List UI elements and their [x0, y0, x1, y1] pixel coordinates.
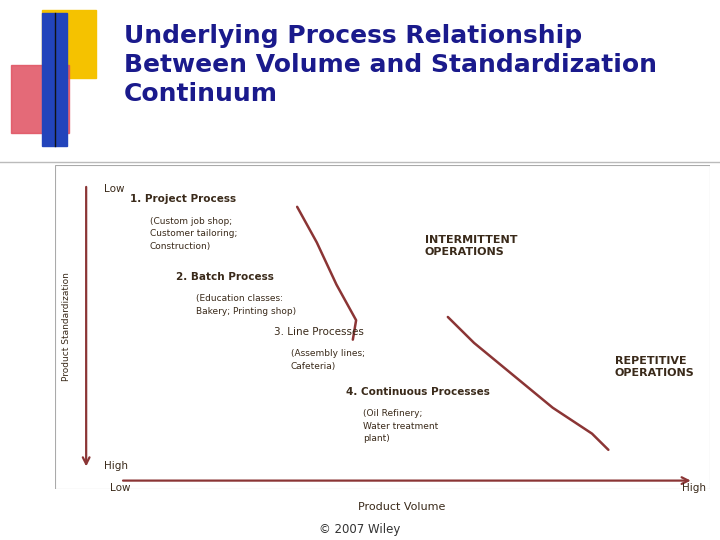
Text: Product Volume: Product Volume: [359, 502, 446, 512]
Text: (Custom job shop;
Customer tailoring;
Construction): (Custom job shop; Customer tailoring; Co…: [150, 217, 237, 251]
Text: 3. Line Processes: 3. Line Processes: [274, 327, 364, 337]
Text: (Oil Refinery;
Water treatment
plant): (Oil Refinery; Water treatment plant): [363, 409, 438, 443]
Text: (Assembly lines;
Cafeteria): (Assembly lines; Cafeteria): [291, 349, 364, 371]
Text: High: High: [682, 483, 706, 493]
Text: 4. Continuous Processes: 4. Continuous Processes: [346, 387, 490, 397]
Bar: [42, 10, 96, 78]
Text: High: High: [104, 461, 128, 471]
Text: INTERMITTENT
OPERATIONS: INTERMITTENT OPERATIONS: [425, 234, 518, 257]
Text: Low: Low: [104, 184, 125, 194]
Text: (Education classes:
Bakery; Printing shop): (Education classes: Bakery; Printing sho…: [196, 294, 296, 316]
Text: 2. Batch Process: 2. Batch Process: [176, 272, 274, 282]
Bar: [12, 65, 69, 133]
Text: Product Standardization: Product Standardization: [62, 272, 71, 381]
Bar: [42, 13, 67, 146]
Text: Low: Low: [110, 483, 130, 493]
Text: REPETITIVE
OPERATIONS: REPETITIVE OPERATIONS: [615, 356, 695, 379]
Text: 1. Project Process: 1. Project Process: [130, 194, 236, 204]
Text: © 2007 Wiley: © 2007 Wiley: [319, 523, 401, 536]
Text: Underlying Process Relationship
Between Volume and Standardization
Continuum: Underlying Process Relationship Between …: [124, 24, 657, 105]
